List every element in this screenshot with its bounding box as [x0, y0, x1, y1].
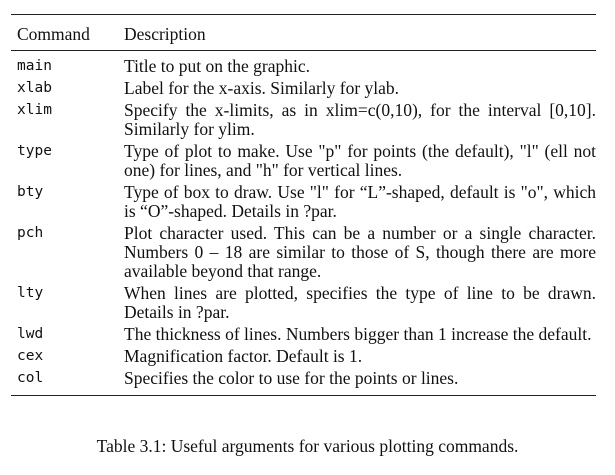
command-cell: type [17, 143, 52, 159]
table-row: pch Plot character used. This can be a n… [11, 224, 596, 284]
command-cell: col [11, 369, 118, 396]
description-cell: Title to put on the graphic. [124, 56, 311, 76]
table-row: bty Type of box to draw. Use "l" for “L”… [11, 183, 596, 224]
description-cell: The thickness of lines. Numbers bigger t… [124, 324, 592, 344]
command-cell: xlab [17, 80, 52, 96]
header-description: Description [118, 14, 596, 51]
command-cell: pch [17, 225, 44, 241]
header-row: Command Description [11, 14, 596, 51]
table-row: lwd The thickness of lines. Numbers bigg… [11, 325, 596, 347]
command-cell: main [17, 58, 52, 74]
table-row: main Title to put on the graphic. [11, 51, 596, 80]
table-caption: Table 3.1: Useful arguments for various … [96, 436, 519, 456]
table-header: Command Description [11, 14, 596, 51]
description-cell: When lines are plotted, specifies the ty… [124, 283, 596, 322]
table-row: type Type of plot to make. Use "p" for p… [11, 142, 596, 183]
table-row: col Specifies the color to use for the p… [11, 369, 596, 396]
command-cell: lty [17, 285, 44, 301]
description-cell: Plot character used. This can be a numbe… [124, 223, 596, 281]
command-cell: lwd [17, 326, 44, 342]
table-row: xlim Specify the x-limits, as in xlim=c(… [11, 101, 596, 142]
description-cell: Magnification factor. Default is 1. [124, 346, 363, 366]
description-cell: Type of box to draw. Use "l" for “L”-sha… [124, 182, 596, 221]
description-cell: Label for the x-axis. Similarly for ylab… [124, 78, 400, 98]
description-cell: Specifies the color to use for the point… [118, 369, 596, 396]
arguments-table: Command Description main Title to put on… [11, 14, 596, 396]
command-cell: bty [17, 184, 44, 200]
command-cell: cex [17, 348, 44, 364]
table-row: cex Magnification factor. Default is 1. [11, 347, 596, 369]
command-cell: xlim [17, 102, 52, 118]
table-row: xlab Label for the x-axis. Similarly for… [11, 79, 596, 101]
table-row: lty When lines are plotted, specifies th… [11, 284, 596, 325]
description-cell: Specify the x-limits, as in xlim=c(0,10)… [124, 100, 596, 139]
description-cell: Type of plot to make. Use "p" for points… [124, 141, 596, 180]
table-body: main Title to put on the graphic. xlab L… [11, 51, 596, 396]
header-command: Command [11, 14, 118, 51]
